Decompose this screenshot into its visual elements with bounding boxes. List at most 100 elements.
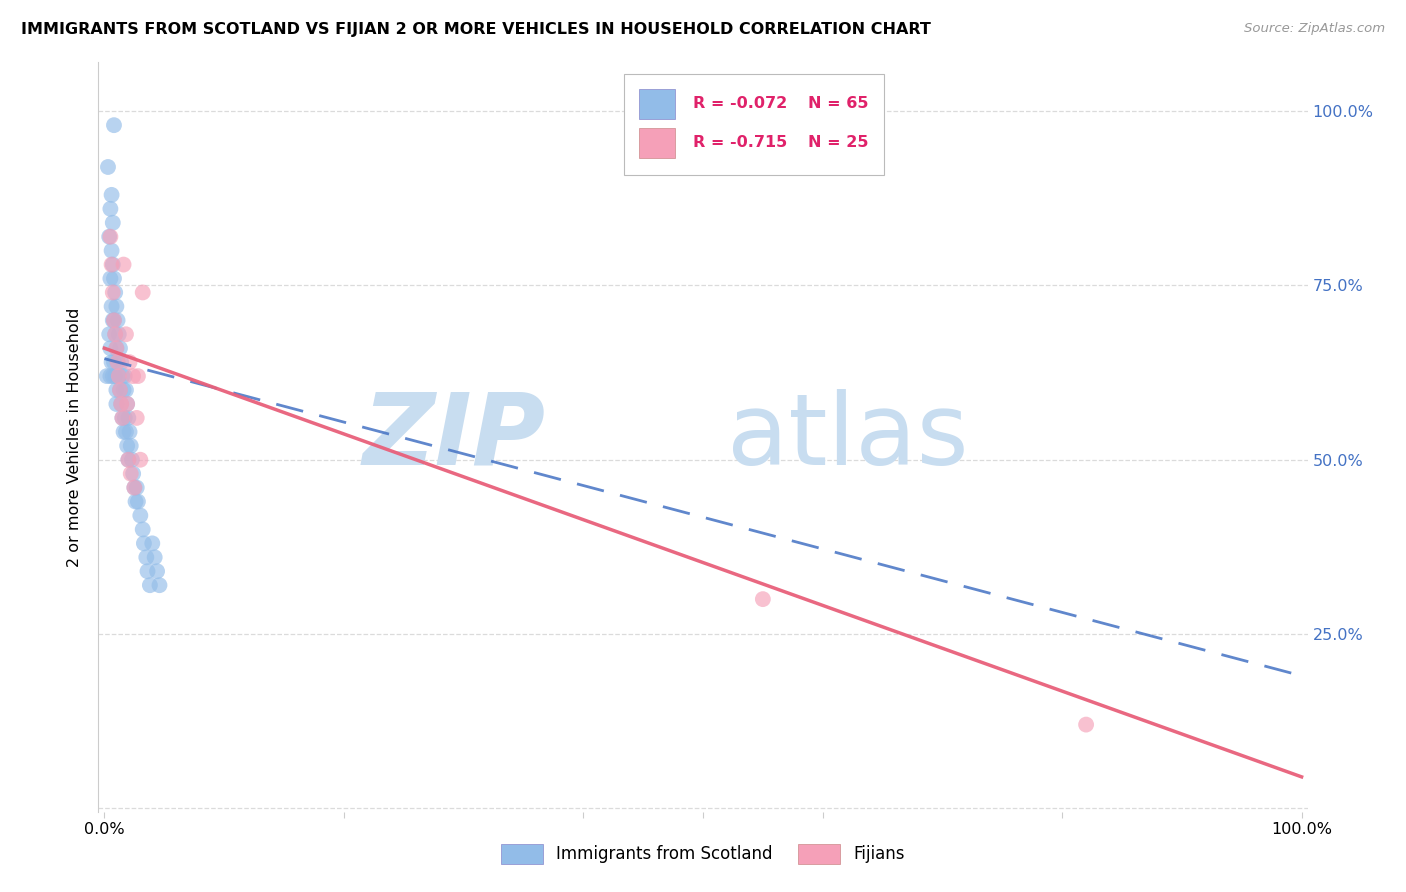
- Point: [124, 481, 146, 495]
- Point: [112, 258, 135, 272]
- Point: [100, 355, 122, 369]
- Text: N = 25: N = 25: [808, 135, 869, 150]
- Point: [120, 467, 142, 481]
- Point: [101, 313, 124, 327]
- Point: [100, 244, 122, 258]
- Text: IMMIGRANTS FROM SCOTLAND VS FIJIAN 2 OR MORE VEHICLES IN HOUSEHOLD CORRELATION C: IMMIGRANTS FROM SCOTLAND VS FIJIAN 2 OR …: [21, 22, 931, 37]
- Point: [100, 229, 122, 244]
- Point: [105, 397, 128, 411]
- Point: [110, 397, 132, 411]
- Point: [118, 425, 141, 439]
- Point: [115, 383, 138, 397]
- Point: [124, 481, 146, 495]
- Point: [105, 299, 128, 313]
- Text: R = -0.072: R = -0.072: [693, 96, 787, 112]
- Point: [103, 271, 125, 285]
- Legend: Immigrants from Scotland, Fijians: Immigrants from Scotland, Fijians: [495, 838, 911, 871]
- Point: [97, 160, 120, 174]
- Point: [125, 411, 148, 425]
- Point: [115, 327, 138, 342]
- Point: [101, 216, 124, 230]
- Point: [127, 369, 149, 384]
- Point: [107, 369, 129, 384]
- Point: [117, 452, 139, 467]
- Point: [129, 508, 152, 523]
- Point: [752, 592, 775, 607]
- Point: [101, 258, 124, 272]
- Point: [141, 536, 163, 550]
- Point: [111, 369, 134, 384]
- Point: [108, 383, 131, 397]
- Text: atlas: atlas: [727, 389, 969, 485]
- Point: [100, 299, 122, 313]
- FancyBboxPatch shape: [624, 74, 884, 175]
- Point: [115, 425, 138, 439]
- Point: [104, 369, 127, 384]
- Point: [103, 355, 125, 369]
- Point: [1074, 717, 1097, 731]
- Point: [146, 564, 169, 578]
- Point: [105, 383, 128, 397]
- Point: [105, 341, 128, 355]
- Point: [122, 467, 145, 481]
- Point: [114, 411, 136, 425]
- Point: [114, 369, 136, 384]
- Point: [125, 481, 148, 495]
- Point: [104, 327, 127, 342]
- Point: [117, 411, 139, 425]
- Point: [107, 313, 129, 327]
- Point: [132, 285, 155, 300]
- Point: [143, 550, 166, 565]
- Point: [100, 341, 122, 355]
- Point: [121, 452, 143, 467]
- Point: [100, 369, 122, 384]
- Point: [139, 578, 162, 592]
- Point: [107, 369, 129, 384]
- Point: [107, 355, 129, 369]
- Text: R = -0.715: R = -0.715: [693, 135, 787, 150]
- Point: [111, 411, 134, 425]
- Point: [96, 369, 118, 384]
- Point: [111, 411, 134, 425]
- Point: [103, 313, 125, 327]
- Point: [112, 425, 135, 439]
- Point: [122, 369, 145, 384]
- Text: Source: ZipAtlas.com: Source: ZipAtlas.com: [1244, 22, 1385, 36]
- Point: [108, 383, 131, 397]
- Point: [104, 327, 127, 342]
- Point: [115, 397, 138, 411]
- Point: [115, 439, 138, 453]
- Point: [103, 313, 125, 327]
- Point: [135, 550, 157, 565]
- Point: [101, 285, 124, 300]
- Bar: [638, 88, 675, 119]
- Point: [100, 187, 122, 202]
- Point: [132, 536, 155, 550]
- Point: [127, 494, 149, 508]
- Point: [100, 258, 122, 272]
- Point: [110, 397, 132, 411]
- Point: [110, 355, 132, 369]
- Point: [129, 452, 152, 467]
- Point: [132, 523, 155, 537]
- Point: [98, 327, 121, 342]
- Bar: [638, 128, 675, 158]
- Point: [100, 271, 122, 285]
- Point: [108, 341, 131, 355]
- Text: N = 65: N = 65: [808, 96, 869, 112]
- Text: ZIP: ZIP: [363, 389, 546, 485]
- Point: [115, 397, 138, 411]
- Point: [107, 355, 129, 369]
- Y-axis label: 2 or more Vehicles in Household: 2 or more Vehicles in Household: [67, 308, 83, 566]
- Point: [100, 202, 122, 216]
- Point: [112, 383, 135, 397]
- Point: [107, 327, 129, 342]
- Point: [101, 369, 124, 384]
- Point: [98, 229, 121, 244]
- Point: [120, 439, 142, 453]
- Point: [104, 285, 127, 300]
- Point: [117, 452, 139, 467]
- Point: [136, 564, 159, 578]
- Point: [148, 578, 170, 592]
- Point: [103, 118, 125, 132]
